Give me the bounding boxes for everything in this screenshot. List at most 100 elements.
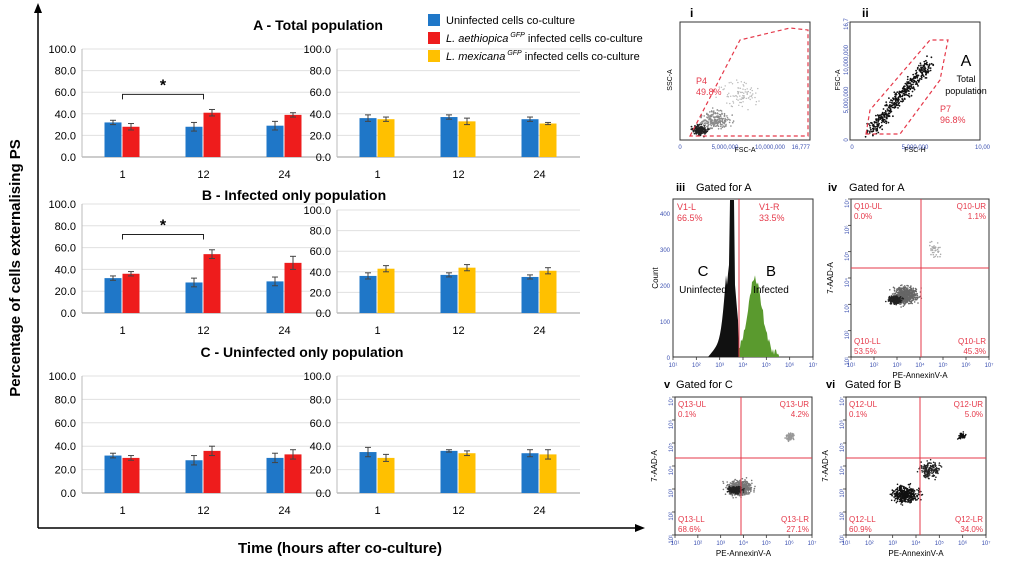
event-dot — [895, 103, 898, 106]
gate-percentage: 96.8% — [940, 115, 966, 125]
histogram-infected — [739, 275, 779, 357]
event-dot — [703, 128, 706, 131]
event-dot — [909, 295, 911, 298]
event-dot — [880, 113, 883, 116]
event-dot — [934, 469, 936, 471]
y-tick-label: 10⁷ — [668, 397, 675, 406]
event-dot — [898, 94, 901, 96]
y-tick-label: 100.0 — [48, 371, 76, 383]
y-tick-label: 60.0 — [310, 87, 331, 99]
event-dot — [913, 88, 916, 91]
event-dot — [721, 113, 723, 115]
x-axis-label: PE-AnnexinV-A — [716, 549, 772, 558]
event-dot — [903, 300, 906, 302]
event-dot — [902, 305, 905, 308]
event-dot — [733, 487, 735, 489]
event-dot — [958, 435, 960, 437]
event-dot — [736, 486, 738, 489]
x-tick-label: 24 — [278, 325, 290, 337]
event-dot — [746, 481, 749, 483]
event-dot — [870, 130, 873, 133]
event-dot — [908, 92, 910, 95]
event-dot — [933, 245, 935, 247]
event-dot — [735, 95, 737, 97]
event-dot — [726, 481, 728, 483]
event-dot — [921, 469, 923, 472]
flow-panel-iv: iv Gated for A Q10-UL0.0% Q10-UR1.1% Q10-LL5… — [826, 182, 993, 380]
x-tick-label: 24 — [278, 505, 290, 517]
event-dot — [749, 484, 752, 486]
event-dot — [900, 503, 902, 505]
bar — [458, 453, 476, 493]
y-tick-label: 100.0 — [303, 371, 331, 383]
event-dot — [750, 490, 752, 493]
annotation-line: Total — [956, 74, 975, 84]
event-dot — [920, 66, 922, 69]
y-tick-label: 40.0 — [55, 264, 76, 276]
y-tick-label: 80.0 — [310, 394, 331, 406]
panel-title: Gated for B — [845, 379, 901, 391]
event-dot — [720, 117, 723, 119]
event-dot — [930, 62, 933, 65]
event-dot — [924, 470, 927, 473]
x-tick-label: 10⁴ — [911, 540, 921, 547]
event-dot — [907, 492, 910, 495]
event-dot — [912, 86, 915, 88]
event-dot — [905, 93, 907, 96]
event-dot — [900, 498, 903, 501]
event-dot — [890, 99, 892, 101]
event-dot — [724, 119, 726, 121]
event-dot — [882, 119, 885, 122]
event-dot — [901, 95, 904, 98]
event-dot — [729, 492, 731, 494]
y-tick-label: 100.0 — [48, 199, 76, 211]
event-dot — [744, 479, 746, 481]
event-dot — [898, 92, 900, 94]
event-dot — [696, 127, 699, 129]
event-dot — [746, 92, 748, 94]
event-dot — [719, 115, 722, 117]
event-dot — [734, 484, 737, 487]
event-dot — [887, 300, 890, 302]
event-dot — [743, 92, 745, 94]
event-dot — [864, 135, 867, 138]
event-dot — [897, 288, 900, 291]
population-letter: B — [766, 263, 776, 280]
event-dot — [919, 77, 921, 80]
gate-name: V1-R — [759, 202, 780, 212]
event-dot — [937, 251, 939, 253]
event-dot — [893, 499, 896, 502]
event-dot — [900, 299, 903, 302]
event-dot — [889, 289, 891, 291]
event-dot — [737, 493, 739, 495]
event-dot — [902, 490, 904, 492]
event-dot — [868, 132, 871, 134]
event-dot — [906, 78, 909, 81]
event-dot — [742, 101, 744, 103]
quadrant-ll-pct: 68.6% — [678, 525, 701, 534]
event-dot — [736, 491, 738, 493]
event-dot — [921, 466, 923, 468]
event-dot — [910, 79, 913, 82]
event-dot — [899, 294, 902, 297]
quadrant-ul-pct: 0.1% — [678, 410, 696, 419]
bar — [359, 452, 377, 493]
event-dot — [745, 484, 747, 487]
event-dot — [724, 125, 727, 127]
event-dot — [934, 462, 936, 464]
event-dot — [911, 498, 914, 501]
event-dot — [785, 434, 788, 437]
event-dot — [938, 467, 940, 470]
event-dot — [924, 70, 927, 73]
event-dot — [749, 98, 751, 101]
legend-swatch — [428, 32, 440, 44]
event-dot — [891, 298, 894, 301]
event-dot — [902, 100, 905, 102]
event-dot — [916, 470, 919, 473]
event-dot — [741, 488, 743, 491]
gate-name: P7 — [940, 104, 951, 114]
event-dot — [938, 462, 941, 464]
event-dot — [709, 127, 712, 129]
event-dot — [928, 63, 931, 66]
event-dot — [744, 89, 746, 91]
